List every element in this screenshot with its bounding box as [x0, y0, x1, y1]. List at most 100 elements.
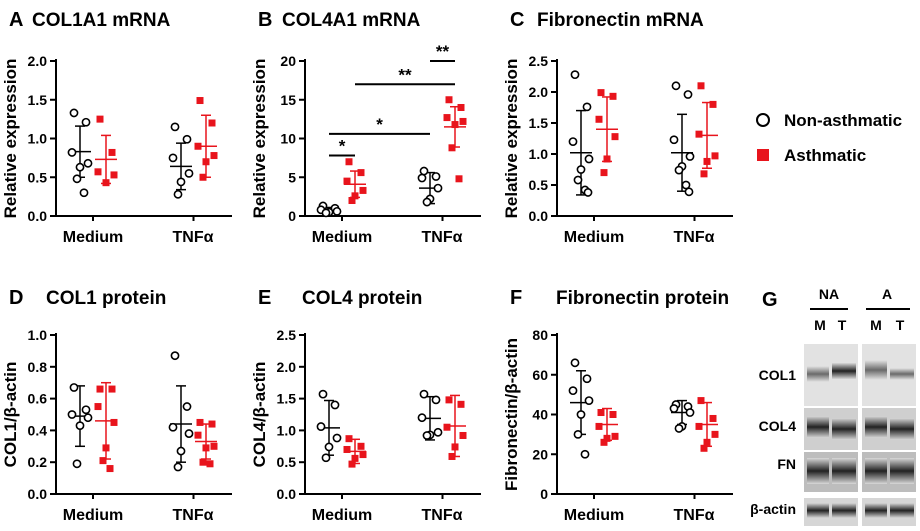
y-tick-label: 40 [532, 407, 548, 423]
data-point [451, 121, 459, 129]
data-point [580, 449, 590, 459]
y-axis-label: Fibronectin/β-actin [502, 338, 521, 491]
data-point [194, 431, 202, 439]
y-tick-label: 0.2 [28, 454, 48, 470]
data-point [351, 454, 359, 462]
data-point [94, 168, 102, 176]
data-point [194, 142, 202, 150]
data-point [343, 177, 351, 185]
data-point [674, 424, 684, 433]
data-point [669, 404, 679, 413]
x-category-label: TNFα [422, 229, 463, 246]
data-point [351, 192, 359, 200]
x-category-label: Medium [564, 229, 624, 246]
y-tick-label: 0 [540, 486, 548, 502]
data-point [67, 410, 77, 419]
data-point [69, 108, 79, 118]
data-point [603, 434, 611, 442]
data-point [568, 386, 578, 396]
series-asthmatic-tnf [443, 96, 467, 183]
data-point [611, 133, 619, 141]
data-point [445, 96, 453, 104]
data-point [170, 351, 180, 361]
data-point [703, 157, 711, 165]
x-category-label: TNFα [173, 229, 214, 246]
data-point [422, 197, 432, 207]
series-non-asthmatic-tnf [669, 81, 695, 197]
data-point [332, 433, 342, 443]
data-point [431, 172, 441, 181]
y-tick-label: 0.0 [28, 208, 48, 224]
y-tick-label: 2.0 [28, 53, 48, 69]
y-tick-label: 1.0 [277, 422, 297, 438]
series-asthmatic-medium [595, 89, 619, 177]
y-tick-label: 0 [288, 208, 296, 224]
panel-letter-D: D [9, 287, 23, 309]
y-tick-label: 0.5 [277, 454, 297, 470]
panel-F: F Fibronectin protein 0 20 40 60 80 Medium TNFα F… [502, 287, 733, 524]
y-axis-label: Relative expression [1, 59, 20, 219]
blot-lane-1: M [814, 317, 826, 333]
series-non-asthmatic-tnf [168, 122, 194, 199]
data-point [357, 442, 365, 450]
data-point [106, 465, 114, 473]
data-point [697, 82, 705, 90]
panel-title: COL4A1 mRNA [282, 10, 421, 31]
data-point [583, 188, 593, 197]
data-point [75, 421, 85, 431]
data-point [202, 444, 210, 452]
data-point [419, 166, 429, 176]
data-point [568, 137, 578, 146]
data-point [582, 374, 592, 384]
panel-title: Fibronectin protein [556, 288, 729, 309]
data-point [102, 179, 110, 187]
data-point [170, 122, 180, 132]
data-point [110, 171, 118, 179]
y-tick-label: 2.0 [529, 84, 549, 100]
data-point [102, 444, 110, 452]
x-category-label: Medium [564, 507, 624, 524]
series-asthmatic-tnf [194, 97, 218, 181]
data-point [75, 162, 85, 172]
data-point [348, 197, 356, 204]
y-tick-label: 2.5 [277, 327, 297, 343]
y-tick-label: 1.0 [28, 131, 48, 147]
data-point [83, 158, 93, 168]
data-point [419, 389, 429, 399]
chart-panels: A COL1A1 mRNA 0.0 0.5 1.0 1.5 2.0 Medium TNFα Rel… [1, 9, 733, 524]
data-point [681, 180, 691, 190]
data-point [576, 165, 586, 174]
data-point [72, 174, 82, 184]
data-point [451, 443, 459, 451]
data-point [570, 358, 580, 368]
y-tick-label: 20 [532, 446, 548, 462]
data-point [685, 408, 695, 417]
series-non-asthmatic-medium [568, 70, 594, 197]
blot-lane-2: T [838, 317, 847, 333]
data-point [684, 187, 694, 197]
data-point [199, 173, 207, 181]
y-tick-label: 0.6 [28, 391, 48, 407]
data-point [669, 135, 679, 145]
data-point [345, 158, 353, 166]
data-point [332, 206, 342, 216]
data-point [685, 152, 695, 161]
legend-non-asthmatic-label: Non-asthmatic [784, 111, 902, 130]
blot-strip-FN [804, 452, 916, 492]
data-point [324, 442, 334, 452]
series-non-asthmatic-medium [316, 389, 342, 463]
data-point [709, 100, 717, 108]
blot-strip-beta-actin [804, 498, 916, 526]
data-point [443, 423, 451, 431]
data-point [83, 413, 93, 423]
data-point [584, 396, 594, 405]
series-asthmatic-tnf [443, 394, 467, 460]
data-point [576, 410, 586, 419]
series-asthmatic-medium [94, 115, 118, 187]
data-point [697, 397, 705, 405]
y-tick-label: 0.8 [28, 359, 48, 375]
y-axis-label: Relative expression [502, 59, 521, 219]
data-point [433, 183, 443, 193]
series-non-asthmatic-medium [67, 383, 93, 469]
